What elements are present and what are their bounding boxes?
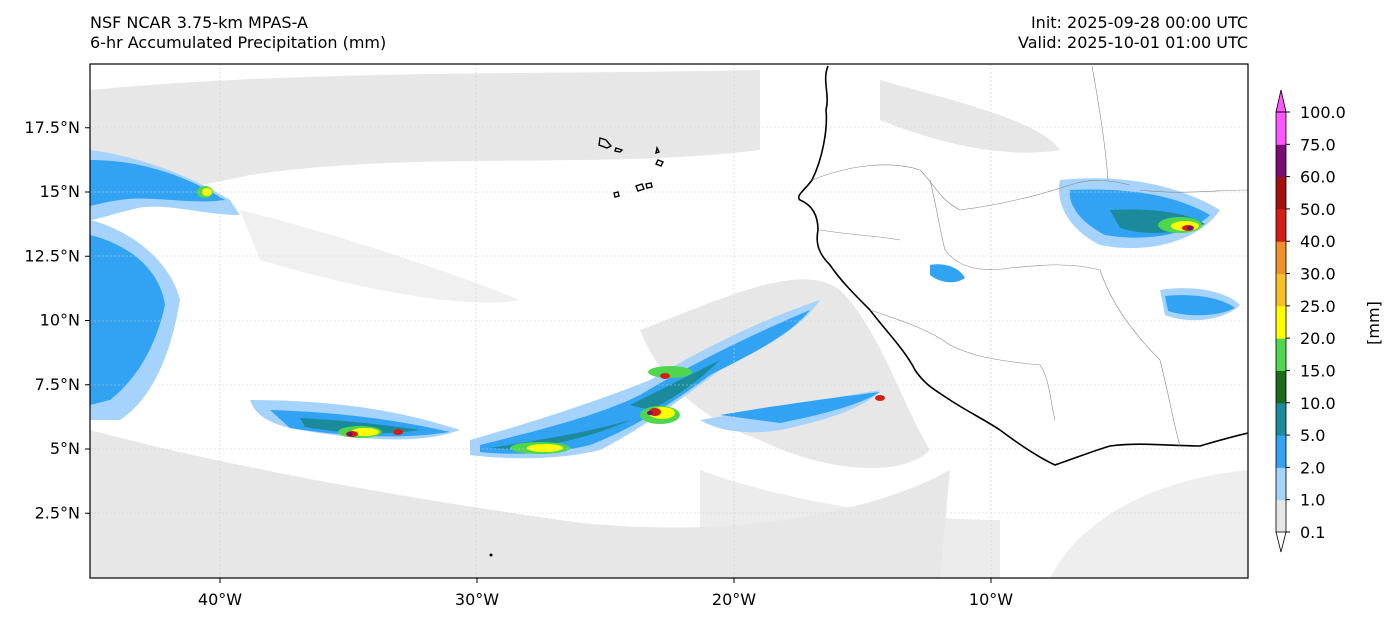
colorbar-box — [1276, 338, 1286, 371]
colorbar-tick-label: 75.0 — [1300, 135, 1336, 154]
colorbar-unit-label: [mm] — [1364, 301, 1383, 345]
colorbar-box — [1276, 402, 1286, 436]
title-left: NSF NCAR 3.75-km MPAS-A 6-hr Accumulated… — [90, 13, 386, 53]
colorbar-box — [1276, 467, 1286, 501]
colorbar-tick-label: 5.0 — [1300, 426, 1325, 445]
lon-tick-label: 20°W — [712, 590, 756, 609]
colorbar-box — [1276, 176, 1286, 210]
colorbar-box — [1276, 305, 1286, 339]
lat-tick-label: 15°N — [40, 182, 80, 201]
gridlines — [90, 64, 1248, 578]
lon-tick-label: 40°W — [198, 590, 242, 609]
lat-tick-label: 7.5°N — [35, 375, 80, 394]
valid-time: Valid: 2025-10-01 01:00 UTC — [1017, 33, 1248, 52]
colorbar-tick-label: 0.1 — [1300, 523, 1325, 542]
colorbar: 0.1 1.0 2.0 5.0 10.0 15.0 20.0 25.0 30.0 40.0 50.0… — [1275, 89, 1346, 553]
lon-ticks: 40°W 30°W 20°W 10°W — [198, 578, 1013, 609]
colorbar-tick-label: 25.0 — [1300, 297, 1336, 316]
lat-tick-label: 5°N — [50, 439, 80, 458]
colorbar-box — [1276, 112, 1286, 145]
colorbar-tick-label: 15.0 — [1300, 361, 1336, 380]
colorbar-upper-extension — [1275, 89, 1287, 113]
lat-tick-label: 12.5°N — [24, 246, 80, 265]
init-time: Init: 2025-09-28 00:00 UTC — [1030, 13, 1248, 32]
colorbar-lower-extension — [1275, 531, 1287, 553]
lon-tick-label: 10°W — [969, 590, 1013, 609]
colorbar-tick-label: 100.0 — [1300, 103, 1346, 122]
field-title: 6-hr Accumulated Precipitation (mm) — [90, 33, 387, 52]
colorbar-tick-label: 10.0 — [1300, 394, 1336, 413]
colorbar-tick-label: 50.0 — [1300, 200, 1336, 219]
lat-ticks: 2.5°N 5°N 7.5°N 10°N 12.5°N 15°N 17.5°N — [24, 118, 90, 522]
colorbar-tick-label: 2.0 — [1300, 458, 1325, 477]
country-borders — [811, 65, 1248, 447]
colorbar-tick-label: 30.0 — [1300, 265, 1336, 284]
colorbar-tick-label: 20.0 — [1300, 329, 1336, 348]
colorbar-box — [1276, 435, 1286, 468]
lat-tick-label: 17.5°N — [24, 118, 80, 137]
colorbar-box — [1276, 499, 1286, 533]
colorbar-box — [1276, 273, 1286, 307]
colorbar-tick-label: 1.0 — [1300, 491, 1325, 510]
model-title: NSF NCAR 3.75-km MPAS-A — [90, 13, 308, 32]
lat-tick-label: 10°N — [40, 311, 80, 330]
lon-tick-label: 30°W — [455, 590, 499, 609]
lat-tick-label: 2.5°N — [35, 503, 80, 522]
colorbar-box — [1276, 144, 1286, 178]
coastlines — [489, 65, 1248, 557]
precipitation-field — [90, 64, 1248, 578]
title-right: Init: 2025-09-28 00:00 UTC Valid: 2025-1… — [1018, 13, 1248, 53]
colorbar-box — [1276, 208, 1286, 242]
colorbar-tick-label: 60.0 — [1300, 168, 1336, 187]
colorbar-box — [1276, 370, 1286, 404]
colorbar-outline — [1275, 111, 1287, 533]
colorbar-tick-label: 40.0 — [1300, 232, 1336, 251]
colorbar-box — [1276, 241, 1286, 275]
